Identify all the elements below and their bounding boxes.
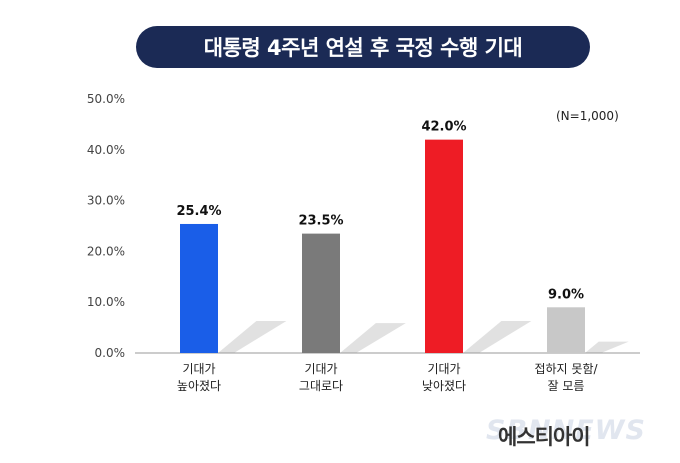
category-label: 기대가 — [304, 362, 337, 376]
category-label: 잘 모름 — [548, 379, 585, 393]
bar — [302, 233, 340, 353]
y-tick-label: 30.0% — [87, 194, 125, 208]
bar-shadow — [218, 321, 287, 353]
bar-shadow — [463, 321, 532, 353]
bar-shadow — [340, 323, 406, 353]
category-label: 기대가 — [182, 362, 215, 376]
y-tick-label: 10.0% — [87, 295, 125, 309]
category-label: 기대가 — [427, 362, 460, 376]
bar — [547, 307, 585, 353]
y-tick-label: 20.0% — [87, 244, 125, 258]
category-label: 낮아졌다 — [422, 379, 466, 393]
category-label: 높아졌다 — [177, 379, 221, 393]
sample-size-note: (N=1,000) — [556, 109, 619, 123]
y-tick-label: 40.0% — [87, 143, 125, 157]
bar — [180, 223, 218, 353]
data-label: 9.0% — [548, 287, 584, 302]
chart-title: 대통령 4주년 연설 후 국정 수행 기대 — [136, 26, 590, 68]
data-label: 23.5% — [298, 214, 343, 229]
category-label: 접하지 못함/ — [534, 362, 598, 376]
category-label: 그대로다 — [299, 379, 343, 393]
watermark: SBNNEWS — [486, 415, 646, 446]
data-label: 25.4% — [176, 204, 221, 219]
y-tick-label: 0.0% — [95, 346, 126, 360]
data-label: 42.0% — [421, 120, 466, 135]
bar — [425, 139, 463, 353]
source-logo: 에스티아이 — [498, 425, 591, 449]
y-tick-label: 50.0% — [87, 92, 125, 106]
bar-shadow — [585, 341, 629, 353]
